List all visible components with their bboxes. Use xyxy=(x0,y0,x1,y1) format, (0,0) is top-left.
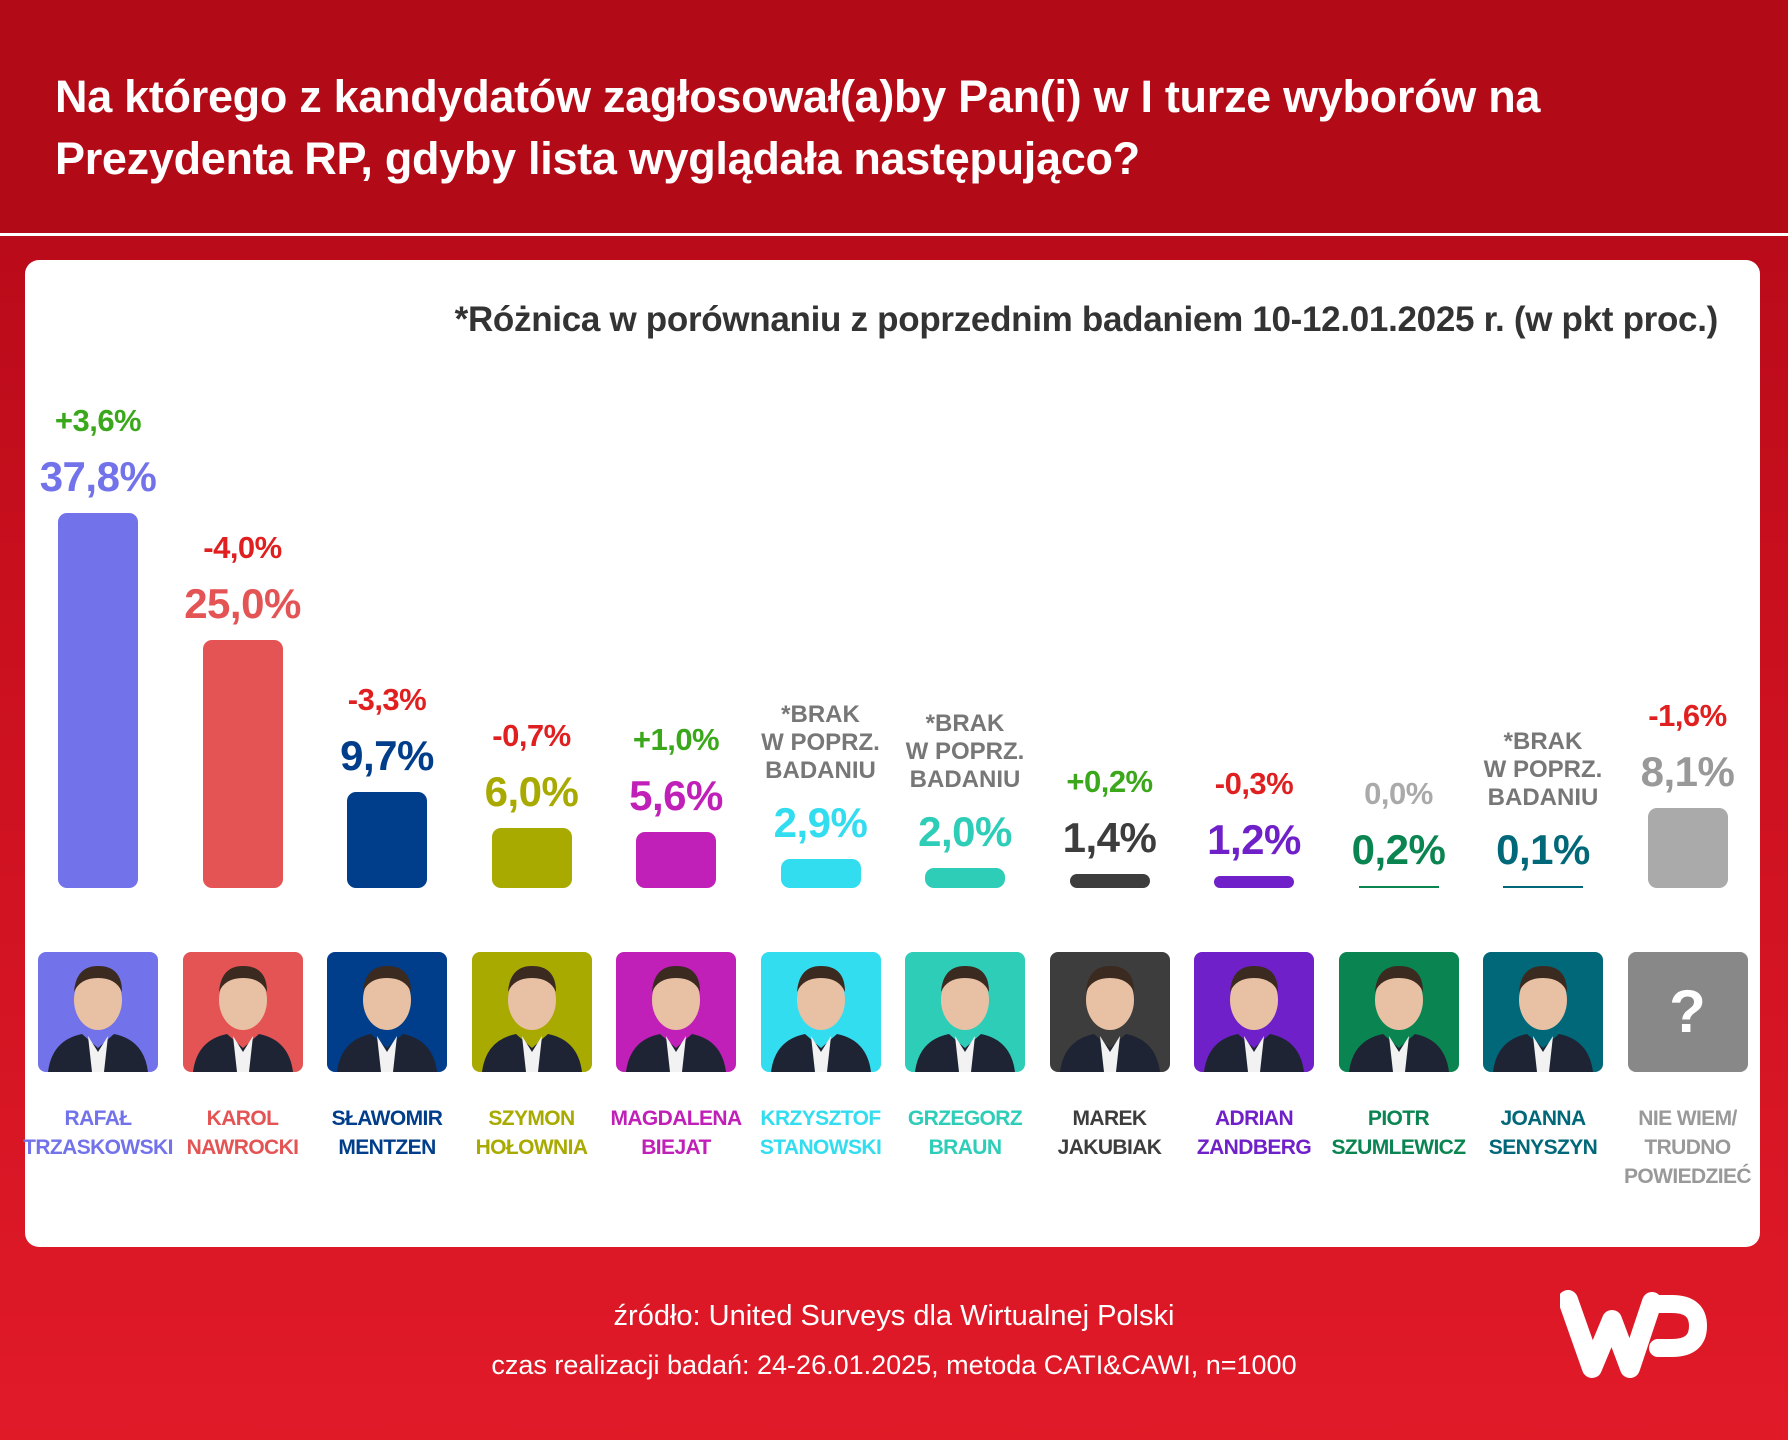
bar xyxy=(636,832,716,888)
unknown-icon: ? xyxy=(1627,952,1748,1072)
person-silhouette-icon xyxy=(770,966,871,1072)
candidate-name: PIOTR SZUMLEWICZ xyxy=(1331,1107,1467,1159)
value-label: 25,0% xyxy=(184,579,301,627)
wp-logo xyxy=(1560,1290,1708,1378)
value-label: 37,8% xyxy=(39,453,157,500)
value-label: 1,2% xyxy=(1207,816,1301,864)
question-mark: ? xyxy=(1669,978,1706,1045)
candidate-photo xyxy=(905,952,1025,1072)
bar xyxy=(347,791,427,888)
candidate-photo xyxy=(471,952,592,1072)
bar-column: -0,7% 6,0% xyxy=(457,718,607,888)
change-label: -4,0% xyxy=(203,529,282,565)
change-label: *BRAK W POPRZ. BADANIU xyxy=(761,701,880,785)
change-label: +0,2% xyxy=(1066,764,1153,800)
person-silhouette-icon xyxy=(1204,966,1304,1072)
bar-column: 0,0% 0,2% xyxy=(1324,776,1474,888)
candidate-name: NIE WIEM/ TRUDNO POWIEDZIEĆ xyxy=(1623,1107,1752,1188)
candidate-name: RAFAŁ TRZASKOWSKI xyxy=(23,1107,173,1159)
value-label: 8,1% xyxy=(1640,747,1735,795)
person-silhouette-icon xyxy=(192,966,293,1072)
person-silhouette-icon xyxy=(1493,966,1593,1072)
person-silhouette-icon xyxy=(481,966,582,1072)
bar xyxy=(491,828,572,888)
change-label: -3,3% xyxy=(347,681,427,717)
candidate-name: KAROL NAWROCKI xyxy=(186,1107,299,1159)
change-label: -0,3% xyxy=(1214,766,1294,802)
change-label: -1,6% xyxy=(1648,697,1727,733)
value-label: 2,9% xyxy=(773,799,868,847)
bar-column: *BRAK W POPRZ. BADANIU 2,9% xyxy=(746,701,896,888)
candidate-photo xyxy=(182,952,303,1072)
candidate-name: MAREK JAKUBIAK xyxy=(1057,1107,1162,1159)
value-label: 0,1% xyxy=(1496,826,1590,873)
person-silhouette-icon xyxy=(1348,966,1449,1072)
candidate-photo xyxy=(760,952,881,1072)
person-silhouette-icon xyxy=(337,966,437,1072)
candidate-photo xyxy=(1483,952,1603,1072)
bar xyxy=(58,513,138,888)
value-label: 9,7% xyxy=(340,731,434,779)
candidate-name: ADRIAN ZANDBERG xyxy=(1196,1107,1312,1159)
bar-column: -4,0% 25,0% xyxy=(168,530,318,888)
candidate-photo xyxy=(327,952,447,1072)
person-silhouette-icon xyxy=(915,966,1015,1072)
bar-column: *BRAK W POPRZ. BADANIU 0,1% xyxy=(1468,728,1618,888)
candidate-name: JOANNA SENYSZYN xyxy=(1488,1107,1598,1159)
bar-column: -0,3% 1,2% xyxy=(1179,766,1329,888)
candidate-photo xyxy=(616,952,736,1072)
bar xyxy=(1503,886,1583,888)
value-label: 1,4% xyxy=(1062,814,1157,862)
chart-note: *Różnica w porównaniu z poprzednim badan… xyxy=(454,300,1719,339)
candidate-photo xyxy=(1194,952,1314,1072)
bar-column: +1,0% 5,6% xyxy=(601,722,751,888)
source-text: źródło: United Surveys dla Wirtualnej Po… xyxy=(613,1300,1175,1332)
change-label: -0,7% xyxy=(492,718,571,754)
candidate-name: MAGDALENA BIEJAT xyxy=(610,1107,742,1159)
value-label: 5,6% xyxy=(629,772,723,820)
candidate-name: KRZYSZTOF STANOWSKI xyxy=(759,1107,882,1159)
candidate-photo xyxy=(1049,952,1170,1072)
change-label: 0,0% xyxy=(1364,776,1433,811)
change-label: *BRAK W POPRZ. BADANIU xyxy=(905,710,1025,794)
person-silhouette-icon xyxy=(626,966,726,1072)
value-label: 2,0% xyxy=(918,808,1012,856)
chart-card xyxy=(25,260,1760,1247)
change-label: *BRAK W POPRZ. BADANIU xyxy=(1483,728,1603,811)
bar xyxy=(1214,876,1294,888)
change-label: +3,6% xyxy=(54,403,142,438)
divider xyxy=(0,233,1788,236)
bar xyxy=(1358,886,1439,888)
header xyxy=(0,0,1788,234)
bar-column: +3,6% 37,8% xyxy=(23,403,173,888)
candidate-name: SŁAWOMIR MENTZEN xyxy=(331,1107,443,1159)
bar-column: -1,6% 8,1% xyxy=(1613,698,1763,888)
change-label: +1,0% xyxy=(632,722,720,758)
value-label: 0,2% xyxy=(1351,826,1446,873)
candidate-name: SZYMON HOŁOWNIA xyxy=(475,1107,588,1159)
value-label: 6,0% xyxy=(484,768,579,816)
person-silhouette-icon xyxy=(1059,966,1160,1072)
bar xyxy=(1647,807,1728,888)
candidate-photo xyxy=(1338,952,1459,1072)
bar-column: -3,3% 9,7% xyxy=(312,682,462,888)
person-silhouette-icon xyxy=(48,966,148,1072)
bar xyxy=(925,868,1005,888)
bar xyxy=(202,639,283,888)
candidate-photo xyxy=(38,952,158,1072)
method-text: czas realizacji badań: 24-26.01.2025, me… xyxy=(491,1350,1297,1380)
bar xyxy=(1069,874,1150,888)
bar-column: +0,2% 1,4% xyxy=(1035,764,1185,888)
page-title: Na którego z kandydatów zagłosował(a)by … xyxy=(55,71,1541,184)
bar xyxy=(780,859,861,888)
bar-column: *BRAK W POPRZ. BADANIU 2,0% xyxy=(890,710,1040,888)
candidate-name: GRZEGORZ BRAUN xyxy=(907,1107,1023,1159)
